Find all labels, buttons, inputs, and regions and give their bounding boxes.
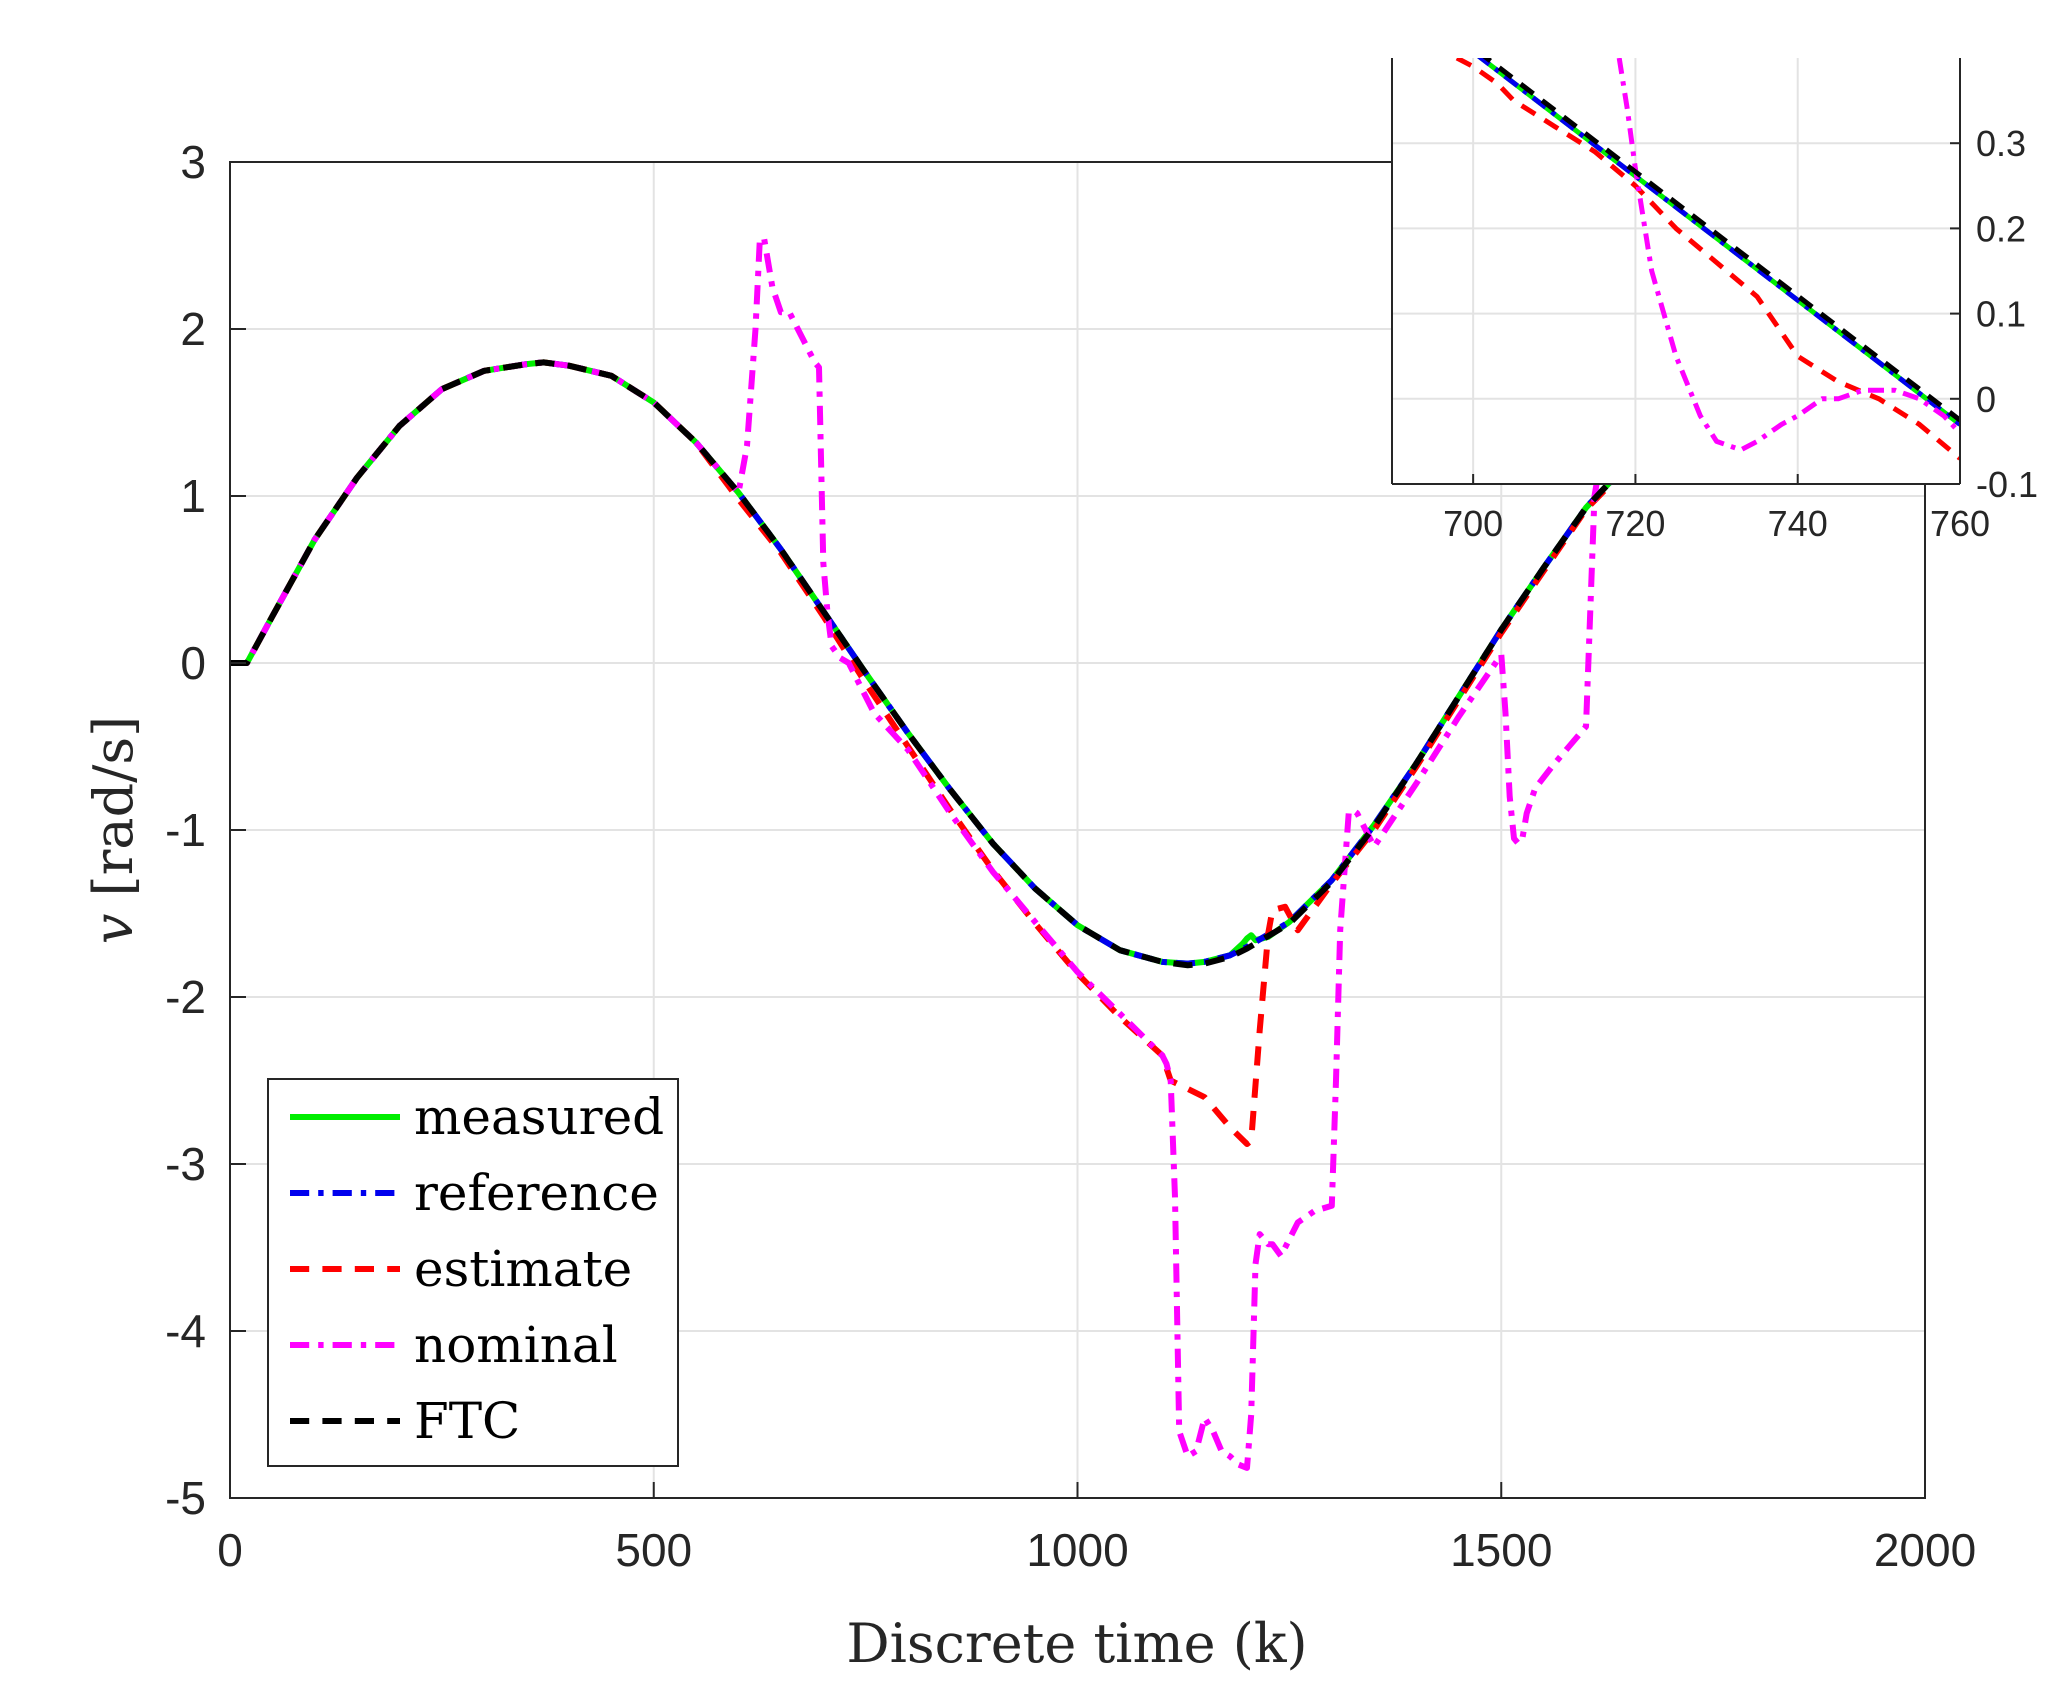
y-axis-title: v [rad/s] [82, 716, 145, 944]
inset-series-reference [1477, 58, 1960, 427]
legend-label-estimate: estimate [414, 1240, 632, 1298]
y-axis-symbol: v [82, 914, 145, 945]
main-y-tick-label-3: -2 [165, 971, 206, 1023]
y-axis-unit: [rad/s] [82, 716, 145, 897]
legend-box [267, 1078, 679, 1467]
inset-y-tick-label-3: 0.2 [1976, 208, 2026, 249]
main-y-tick-label-5: 0 [180, 637, 206, 689]
main-series-nominal [230, 234, 1629, 1471]
main-ticks: 0 500 1000 1500 2000 -5 -4 -3 -2 -1 0 1 2 3 [165, 136, 1976, 1576]
main-y-tick-label-2: -3 [165, 1138, 206, 1190]
inset-series-nominal [1616, 58, 1960, 453]
main-x-tick-label-0: 0 [217, 1524, 243, 1576]
inset-y-tick-label-4: 0.3 [1976, 123, 2026, 164]
legend-label-reference: reference [414, 1164, 659, 1222]
main-y-tick-label-8: 3 [180, 136, 206, 188]
inset-x-tick-label-2: 740 [1768, 503, 1828, 544]
legend-label-measured: measured [414, 1088, 664, 1146]
inset-x-tick-label-0: 700 [1443, 503, 1503, 544]
inset-y-tick-label-0: -0.1 [1976, 464, 2038, 505]
inset-series-estimate [1455, 58, 1960, 461]
main-x-tick-label-1: 500 [615, 1524, 692, 1576]
main-y-tick-label-0: -5 [165, 1472, 206, 1524]
x-axis-title: Discrete time (k) [846, 1612, 1307, 1675]
legend-items: measured reference estimate nominal FTC [290, 1088, 664, 1450]
inset-y-tick-label-2: 0.1 [1976, 294, 2026, 335]
main-y-tick-label-6: 1 [180, 470, 206, 522]
inset-plot-area [1392, 58, 1960, 484]
main-x-tick-label-3: 1500 [1450, 1524, 1552, 1576]
inset-series [1455, 58, 1960, 461]
inset-y-tick-label-1: 0 [1976, 379, 1996, 420]
main-x-tick-label-4: 2000 [1874, 1524, 1976, 1576]
legend-label-ftc: FTC [414, 1392, 520, 1450]
inset-x-tick-label-1: 720 [1605, 503, 1665, 544]
main-series [230, 234, 1631, 1471]
main-x-tick-label-2: 1000 [1026, 1524, 1128, 1576]
inset-x-tick-label-3: 760 [1930, 503, 1990, 544]
legend-label-nominal: nominal [414, 1316, 618, 1374]
main-y-tick-label-4: -1 [165, 804, 206, 856]
main-y-tick-label-1: -4 [165, 1305, 206, 1357]
main-series-reference [230, 359, 1631, 967]
main-y-tick-label-7: 2 [180, 303, 206, 355]
inset-ticks: 700 720 740 760-0.1 0 0.1 0.2 0.3 [1443, 123, 2038, 544]
legend: measured reference estimate nominal FTC [267, 1078, 679, 1467]
inset-series-ftc [1482, 58, 1960, 423]
inset-plot: 700 720 740 760-0.1 0 0.1 0.2 0.3 [1391, 58, 2038, 544]
main-series-ftc [230, 359, 1631, 969]
